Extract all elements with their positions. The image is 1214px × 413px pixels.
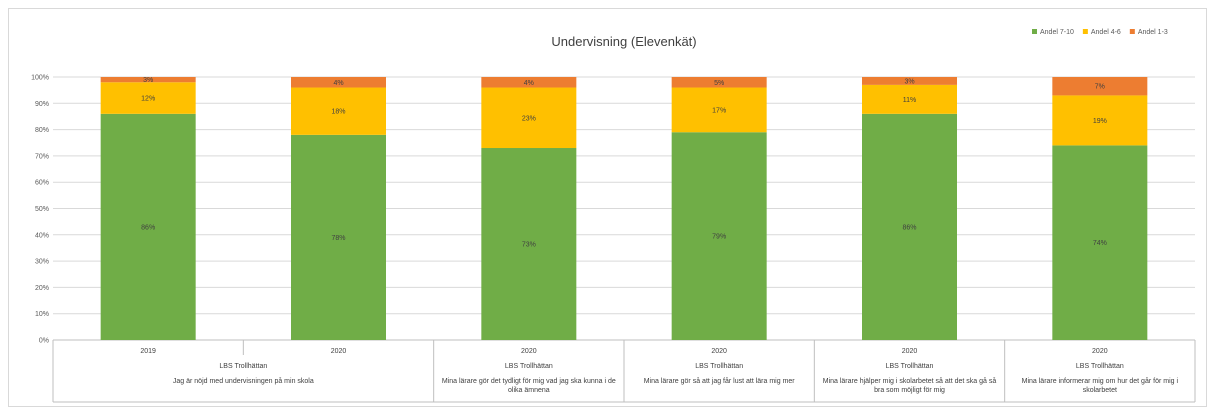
data-label: 4% (524, 80, 534, 87)
legend-label-1: Andel 7-10 (1040, 29, 1074, 36)
chart-svg: Undervisning (Elevenkät) Andel 7-10 Andel … (31, 29, 1196, 403)
legend-label-2: Andel 4-6 (1091, 29, 1121, 36)
bar-segment (671, 87, 767, 133)
chart-frame: Undervisning (Elevenkät) Andel 7-10 Andel … (8, 8, 1207, 407)
bar-segment (481, 77, 577, 88)
school-label: LBS Trollhättan (219, 363, 267, 370)
data-label: 19% (1093, 118, 1107, 125)
legend-label-3: Andel 1-3 (1138, 29, 1168, 36)
year-label: 2020 (711, 348, 727, 355)
question-label: skolarbetet (1083, 387, 1117, 394)
y-tick-label: 50% (35, 206, 49, 213)
year-label: 2020 (521, 348, 537, 355)
data-label: 23% (522, 115, 536, 122)
y-tick-label: 30% (35, 259, 49, 266)
legend-swatch-1 (1032, 29, 1037, 34)
data-label: 74% (1093, 240, 1107, 247)
bar-segment (291, 134, 386, 340)
school-label: LBS Trollhättan (695, 363, 743, 370)
question-label: Mina lärare gör det tydligt för mig vad … (442, 378, 616, 385)
bar-segment (100, 113, 196, 340)
bar-segment (862, 77, 957, 85)
y-tick-label: 70% (35, 153, 49, 160)
y-tick-label: 90% (35, 101, 49, 108)
legend-swatch-2 (1082, 29, 1088, 34)
y-tick-label: 100% (31, 75, 49, 82)
bar-segment (481, 87, 577, 149)
data-label: 4% (333, 80, 343, 87)
data-label: 5% (714, 80, 724, 87)
data-label: 79% (712, 234, 726, 241)
data-label: 86% (902, 224, 916, 231)
question-label: Mina lärare hjälper mig i skolarbetet så… (823, 377, 997, 385)
question-label: olika ämnena (508, 387, 550, 394)
bar-segment (481, 148, 577, 340)
bar-segment (862, 113, 957, 340)
question-label: Mina lärare informerar mig om hur det gå… (1022, 377, 1179, 385)
school-label: LBS Trollhättan (505, 363, 553, 370)
school-label: LBS Trollhättan (1076, 363, 1124, 370)
data-label: 18% (331, 109, 345, 116)
year-label: 2020 (331, 348, 347, 355)
year-label: 2020 (902, 348, 918, 355)
y-tick-label: 0% (39, 338, 49, 345)
chart-title: Undervisning (Elevenkät) (551, 34, 696, 49)
y-tick-label: 80% (35, 127, 49, 134)
data-label: 86% (141, 224, 155, 231)
data-label: 17% (712, 107, 726, 114)
question-label: Mina lärare gör så att jag får lust att … (644, 377, 796, 385)
bar-segment (1052, 145, 1148, 340)
bar-segment (100, 77, 196, 83)
bar-segment (291, 77, 386, 88)
bar-segment (671, 77, 767, 88)
data-label: 78% (331, 235, 345, 242)
data-label: 73% (522, 242, 536, 249)
bar-segment (100, 82, 196, 114)
bar-segment (671, 132, 767, 340)
y-tick-label: 60% (35, 180, 49, 187)
data-label: 3% (143, 77, 153, 84)
data-label: 3% (904, 78, 914, 85)
bar-segment (1052, 77, 1148, 96)
y-tick-label: 10% (35, 311, 49, 318)
data-label: 12% (141, 96, 155, 103)
year-label: 2020 (1092, 348, 1108, 355)
bar-segment (862, 84, 957, 114)
data-label: 7% (1095, 84, 1105, 91)
bar-segment (291, 87, 386, 135)
data-label: 11% (903, 97, 917, 104)
y-tick-label: 40% (35, 232, 49, 239)
year-label: 2019 (140, 348, 156, 355)
school-label: LBS Trollhättan (886, 363, 934, 370)
legend-swatch-3 (1129, 29, 1135, 34)
question-label: bra som möjligt för mig (874, 387, 945, 394)
question-label: Jag är nöjd med undervisningen på min sk… (173, 377, 314, 385)
y-tick-label: 20% (35, 285, 49, 292)
bar-segment (1052, 95, 1148, 146)
